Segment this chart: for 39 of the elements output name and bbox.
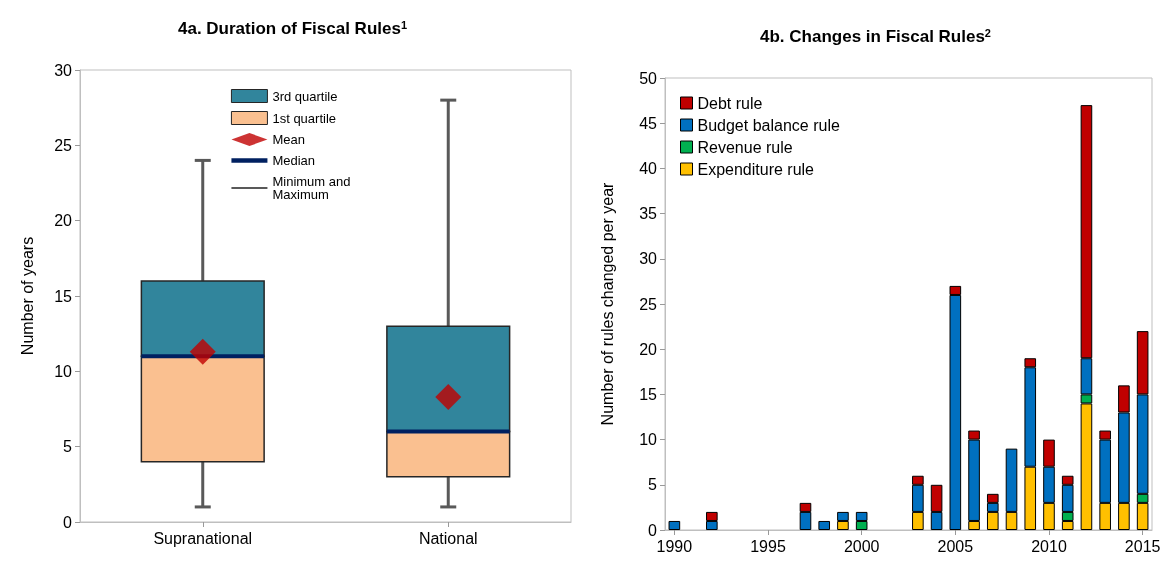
x-tick-label: Supranational — [153, 529, 253, 547]
legend-label: 3rd quartile — [272, 88, 338, 104]
legend-label: Revenue rule — [697, 138, 793, 156]
y-tick-label: 20 — [54, 212, 73, 230]
y-tick-label: 15 — [639, 385, 658, 403]
y-tick-label: 35 — [639, 205, 658, 223]
y-tick-label: 50 — [639, 69, 658, 87]
x-tick-label: 2005 — [937, 537, 974, 555]
legend-label: Median — [272, 153, 316, 168]
y-tick-label: 20 — [639, 340, 658, 358]
y-tick-label: 5 — [648, 476, 658, 494]
legend-label: Mean — [272, 132, 305, 147]
legend-label: Minimum and Maximum — [272, 174, 355, 202]
y-tick-label: 10 — [639, 431, 658, 449]
y-axis-title: Number of rules changed per year — [598, 181, 616, 426]
y-axis-title: Number of years — [18, 236, 36, 356]
legend-label: Debt rule — [697, 94, 763, 112]
y-tick-label: 40 — [639, 159, 658, 177]
legend-label: Budget balance rule — [697, 116, 840, 134]
x-tick-label: 2000 — [843, 537, 880, 555]
y-tick-label: 0 — [648, 521, 658, 539]
y-tick-label: 5 — [63, 438, 73, 456]
y-tick-label: 15 — [54, 287, 73, 305]
y-tick-label: 30 — [54, 61, 73, 79]
legend-label: 1st quartile — [272, 110, 337, 126]
x-tick-label: National — [418, 529, 478, 547]
bar — [668, 520, 681, 530]
x-tick-label: 2010 — [1031, 537, 1067, 555]
y-tick-label: 25 — [54, 136, 73, 154]
x-tick-label: 2015 — [1124, 537, 1161, 555]
y-tick-label: 30 — [639, 250, 658, 268]
legend-label: Expenditure rule — [697, 160, 815, 178]
y-tick-label: 0 — [63, 513, 73, 531]
x-tick-label: 1995 — [750, 537, 786, 555]
y-tick-label: 45 — [639, 114, 658, 132]
y-tick-label: 10 — [54, 362, 73, 380]
bar — [818, 520, 831, 530]
y-tick-label: 25 — [639, 295, 658, 313]
x-tick-label: 1990 — [656, 537, 693, 555]
